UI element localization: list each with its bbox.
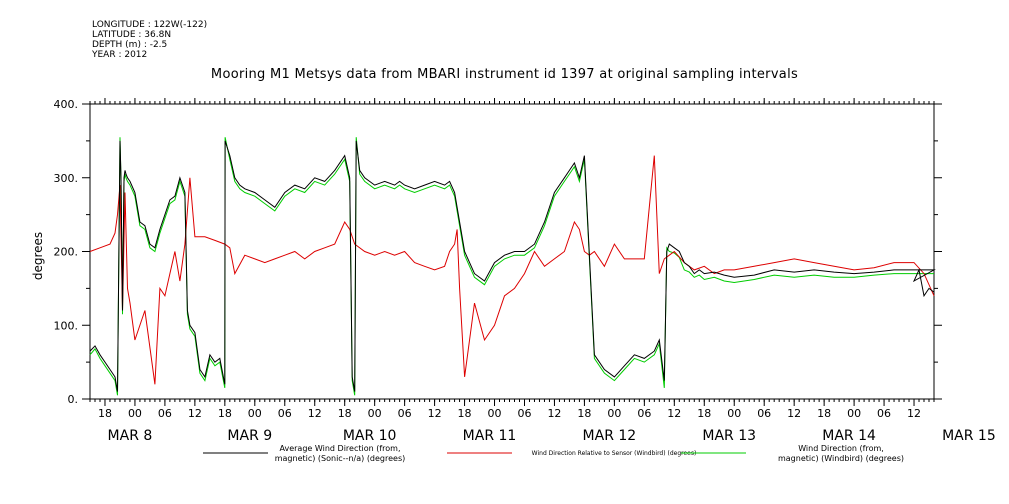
x-tick-label: 18 xyxy=(577,407,591,420)
x-tick-label: 00 xyxy=(488,407,502,420)
x-day-label: MAR 13 xyxy=(702,428,756,444)
x-day-label: MAR 10 xyxy=(343,428,397,444)
legend-label-3-line2: magnetic) (Windbird) (degrees) xyxy=(778,454,904,463)
x-tick-label: 18 xyxy=(98,407,112,420)
x-tick-label: 12 xyxy=(308,407,322,420)
legend-label-2: Wind Direction Relative to Sensor (Windb… xyxy=(532,450,697,457)
x-day-label: MAR 15 xyxy=(942,428,996,444)
x-day-label: MAR 12 xyxy=(583,428,637,444)
x-tick-label: 00 xyxy=(607,407,621,420)
legend-label-3: Wind Direction (from, xyxy=(798,444,884,453)
x-tick-label: 06 xyxy=(757,407,771,420)
plot-frame xyxy=(89,103,935,400)
x-tick-label: 12 xyxy=(907,407,921,420)
x-tick-label: 06 xyxy=(398,407,412,420)
metadata-block: LONGITUDE : 122W(-122) LATITUDE : 36.8N … xyxy=(92,20,207,60)
axes: 0. 100. 200. 300. 400. 18 00 06 12 18 00 06 12 18 00 06… xyxy=(54,98,996,444)
metadata-depth: DEPTH (m) : -2.5 xyxy=(92,40,168,50)
x-tick-label: 18 xyxy=(458,407,472,420)
x-day-label: MAR 9 xyxy=(227,428,272,444)
x-tick-label: 18 xyxy=(817,407,831,420)
y-tick-label: 200. xyxy=(54,246,79,259)
x-tick-label: 18 xyxy=(218,407,232,420)
metadata-latitude: LATITUDE : 36.8N xyxy=(92,30,172,40)
x-tick-label: 00 xyxy=(368,407,382,420)
x-tick-label: 00 xyxy=(128,407,142,420)
x-tick-label: 12 xyxy=(787,407,801,420)
x-tick-label: 06 xyxy=(637,407,651,420)
metadata-year: YEAR : 2012 xyxy=(92,50,148,60)
series-line-2 xyxy=(89,155,935,385)
chart-title: Mooring M1 Metsys data from MBARI instru… xyxy=(210,67,799,82)
y-tick-label: 400. xyxy=(54,98,79,111)
legend-label-1-line2: magnetic) (Sonic--n/a) (degrees) xyxy=(275,454,406,463)
x-tick-label: 00 xyxy=(727,407,741,420)
x-tick-label: 06 xyxy=(278,407,292,420)
series-layer xyxy=(89,137,936,396)
legend: Average Wind Direction (from,magnetic) (… xyxy=(203,444,904,463)
x-tick-label: 00 xyxy=(248,407,262,420)
x-tick-label: 06 xyxy=(877,407,891,420)
series-line-1 xyxy=(89,140,936,392)
legend-label-1: Average Wind Direction (from, xyxy=(279,444,400,453)
x-tick-label: 12 xyxy=(428,407,442,420)
y-tick-label: 300. xyxy=(54,172,79,185)
x-tick-label: 06 xyxy=(158,407,172,420)
x-day-label: MAR 14 xyxy=(822,428,876,444)
x-day-label: MAR 8 xyxy=(108,428,153,444)
y-axis-label: degrees xyxy=(31,232,45,280)
series-line-3 xyxy=(89,137,934,396)
x-tick-label: 12 xyxy=(188,407,202,420)
metadata-longitude: LONGITUDE : 122W(-122) xyxy=(92,20,208,30)
x-tick-label: 18 xyxy=(338,407,352,420)
x-tick-label: 00 xyxy=(847,407,861,420)
x-tick-label: 18 xyxy=(697,407,711,420)
x-tick-label: 12 xyxy=(667,407,681,420)
y-tick-label: 100. xyxy=(54,319,79,332)
x-tick-label: 12 xyxy=(547,407,561,420)
y-tick-label: 0. xyxy=(68,393,79,406)
x-tick-label: 06 xyxy=(517,407,531,420)
x-day-label: MAR 11 xyxy=(463,428,517,444)
